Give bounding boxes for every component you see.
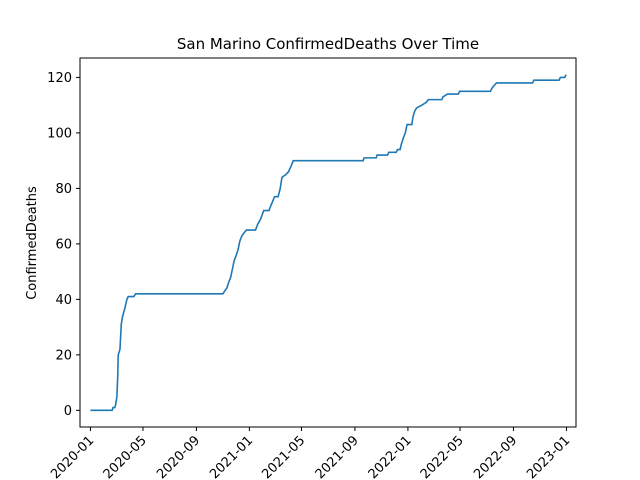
chart-title: San Marino ConfirmedDeaths Over Time <box>177 35 479 53</box>
y-tick-label: 40 <box>55 293 72 308</box>
plot-area-frame <box>79 57 577 428</box>
y-tick-label: 100 <box>47 126 72 141</box>
y-tick-label: 60 <box>55 237 72 252</box>
y-axis-label: ConfirmedDeaths <box>25 186 40 300</box>
series-line <box>90 74 567 412</box>
y-axis: 0 20 40 60 80 100 120 <box>47 71 80 419</box>
y-tick-label: 0 <box>64 404 72 419</box>
y-tick-label: 120 <box>47 71 72 86</box>
series-layer <box>90 74 567 412</box>
y-tick-label: 20 <box>55 348 72 363</box>
y-tick-label: 80 <box>55 182 72 197</box>
